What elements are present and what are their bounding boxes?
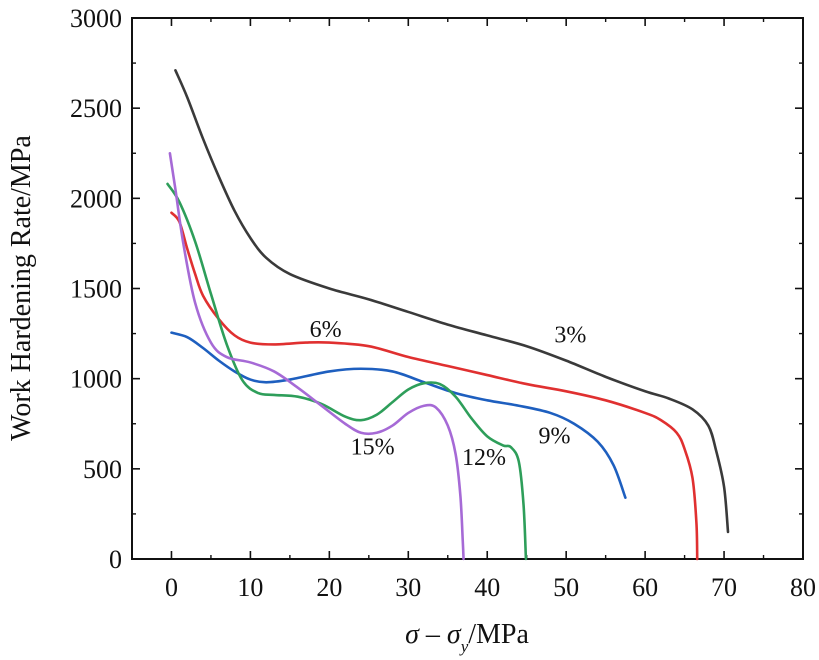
y-axis-title: Work Hardening Rate/MPa (6, 135, 37, 441)
x-axis-title-separator: – (419, 619, 447, 650)
y-tick-label: 0 (109, 545, 122, 574)
y-tick-label: 1000 (70, 365, 122, 394)
series-line-6pct (170, 211, 699, 561)
x-tick-label: 60 (632, 573, 658, 602)
y-tick-label: 3000 (70, 4, 122, 33)
axis-ticks (131, 17, 804, 560)
series-labels: 3% 6% 9% 12% 15% (310, 317, 587, 471)
y-tick-label: 1500 (70, 275, 122, 304)
series-label-9pct: 9% (539, 424, 571, 450)
x-axis-title-sigma-y: σ (447, 619, 462, 650)
x-axis-title-sigma: σ (405, 619, 420, 650)
series-line-9pct (170, 331, 627, 499)
x-tick-label: 50 (553, 573, 579, 602)
y-tick-label: 500 (83, 455, 122, 484)
axis-tick-labels: 0 10 20 30 40 50 60 70 80 0 500 1000 1500 2000 2500 300… (70, 4, 816, 602)
x-tick-label: 40 (474, 573, 500, 602)
x-tick-label: 30 (395, 573, 421, 602)
x-axis-title: σ – σy/MPa (405, 619, 529, 656)
x-tick-label: 20 (316, 573, 342, 602)
x-axis-title-subscript: y (459, 637, 469, 656)
y-tick-label: 2000 (70, 184, 122, 213)
x-tick-label: 10 (237, 573, 263, 602)
series-line-15pct (168, 151, 465, 561)
series-label-6pct: 6% (310, 317, 342, 343)
y-tick-label: 2500 (70, 94, 122, 123)
x-tick-label: 80 (790, 573, 816, 602)
x-tick-label: 70 (711, 573, 737, 602)
x-axis-title-unit: /MPa (468, 619, 529, 650)
series-label-3pct: 3% (554, 323, 586, 349)
series-label-15pct: 15% (351, 434, 395, 460)
series-label-12pct: 12% (462, 445, 506, 471)
data-series (166, 69, 730, 561)
series-line-12pct (166, 182, 528, 561)
plot-frame (131, 17, 804, 560)
x-tick-label: 0 (165, 573, 178, 602)
series-line-3pct (174, 69, 730, 534)
